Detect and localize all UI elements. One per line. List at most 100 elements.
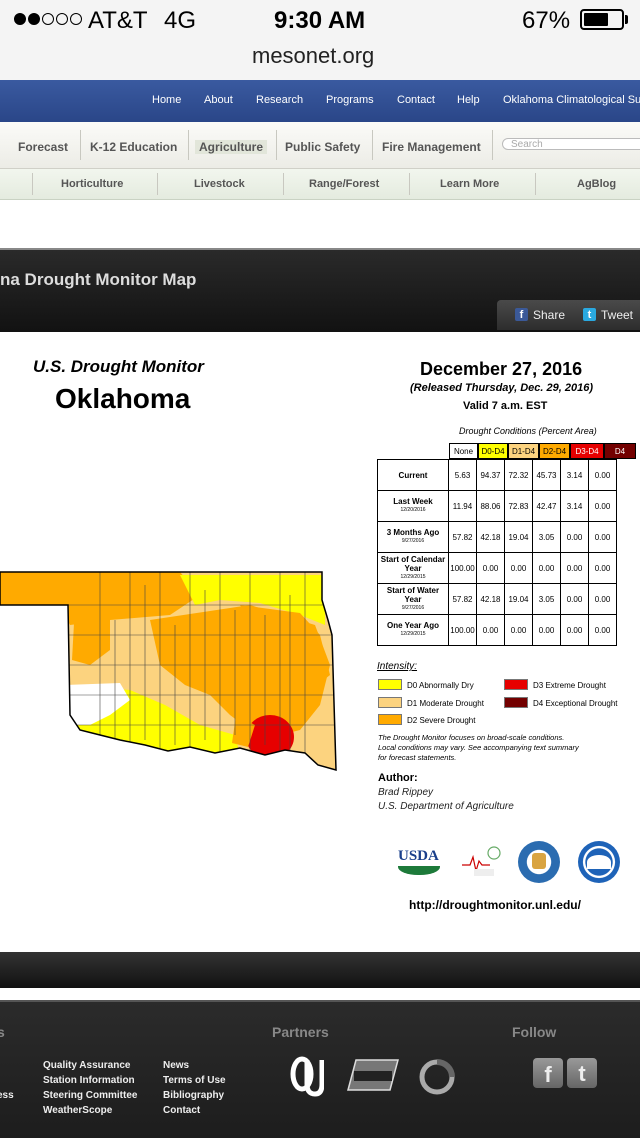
topnav-climatological-survey[interactable]: Oklahoma Climatological Su bbox=[503, 94, 640, 106]
table-cell: 3.05 bbox=[532, 521, 561, 553]
intensity-label: Intensity: bbox=[377, 661, 418, 672]
table-cell: 3.14 bbox=[560, 459, 589, 491]
note-line-3: for forecast statements. bbox=[378, 753, 457, 762]
mainnav-k12[interactable]: K-12 Education bbox=[90, 140, 178, 154]
table-cell: 45.73 bbox=[532, 459, 561, 491]
d2-region bbox=[232, 715, 255, 747]
footer-link-terms[interactable]: Terms of Use bbox=[163, 1075, 226, 1086]
topnav-contact[interactable]: Contact bbox=[397, 94, 435, 106]
legend-d4: D4 Exceptional Drought bbox=[533, 699, 618, 708]
subnav-learn-more[interactable]: Learn More bbox=[440, 178, 500, 190]
legend-swatch-d1 bbox=[378, 697, 402, 708]
legend-d0: D0 Abnormally Dry bbox=[407, 681, 474, 690]
legend-d2: D2 Severe Drought bbox=[407, 716, 476, 725]
ou-logo[interactable] bbox=[290, 1056, 324, 1100]
table-cell: 100.00 bbox=[448, 552, 477, 584]
tweet-button[interactable]: Tweet bbox=[601, 308, 634, 322]
row-date: 12/29/2015 bbox=[400, 631, 426, 637]
table-cell: 0.00 bbox=[588, 459, 617, 491]
table-cell: 0.00 bbox=[504, 614, 533, 646]
table-cell: 72.83 bbox=[504, 490, 533, 522]
table-cell: 0.00 bbox=[588, 490, 617, 522]
row-label: Start of Water Year 9/27/2016 bbox=[377, 583, 449, 615]
oklahoma-state-logo[interactable] bbox=[342, 1056, 400, 1096]
topnav-home[interactable]: Home bbox=[152, 94, 182, 106]
footer-link-station-information[interactable]: Station Information bbox=[43, 1075, 135, 1086]
table-row: One Year Ago 12/29/2015 100.00 0.00 0.00 0.00… bbox=[377, 614, 617, 646]
table-cell: 0.00 bbox=[560, 552, 589, 584]
table-cell: 0.00 bbox=[476, 614, 505, 646]
row-date: 12/20/2016 bbox=[400, 507, 426, 513]
signal-dot-icon bbox=[28, 13, 40, 25]
subnav-horticulture[interactable]: Horticulture bbox=[61, 178, 124, 190]
table-cell: 0.00 bbox=[588, 583, 617, 615]
legend-swatch-d0 bbox=[378, 679, 402, 690]
divider bbox=[535, 173, 536, 195]
topnav-help[interactable]: Help bbox=[457, 94, 480, 106]
battery-icon bbox=[580, 9, 624, 30]
row-label: Current bbox=[377, 459, 449, 491]
release-date: (Released Thursday, Dec. 29, 2016) bbox=[410, 382, 594, 394]
footer-link-weatherscope[interactable]: WeatherScope bbox=[43, 1105, 113, 1116]
partners-heading: Partners bbox=[272, 1024, 329, 1040]
d3-region bbox=[246, 715, 294, 759]
table-row: Start of Calendar Year 12/29/2015 100.00 0.… bbox=[377, 552, 617, 584]
table-cell: 0.00 bbox=[588, 552, 617, 584]
partner-swirl-logo[interactable] bbox=[418, 1058, 456, 1096]
table-cell: 3.14 bbox=[560, 490, 589, 522]
mainnav-agriculture[interactable]: Agriculture bbox=[195, 140, 268, 154]
footer-link-contact[interactable]: Contact bbox=[163, 1105, 201, 1116]
subnav-range-forest[interactable]: Range/Forest bbox=[309, 178, 380, 190]
subnav-agblog[interactable]: AgBlog bbox=[577, 178, 617, 190]
col-header-d0: D0-D4 bbox=[478, 443, 508, 459]
divider bbox=[32, 173, 33, 195]
table-cell: 0.00 bbox=[532, 552, 561, 584]
sub-nav: Horticulture Livestock Range/Forest Lear… bbox=[0, 169, 640, 200]
divider bbox=[283, 173, 284, 195]
subnav-livestock[interactable]: Livestock bbox=[194, 178, 245, 190]
legend-d3: D3 Extreme Drought bbox=[533, 681, 606, 690]
table-cell: 42.18 bbox=[476, 521, 505, 553]
footer-link-steering-committee[interactable]: Steering Committee bbox=[43, 1090, 138, 1101]
doc-seal-logo bbox=[518, 841, 560, 883]
col-header-d1: D1-D4 bbox=[508, 443, 539, 459]
share-button[interactable]: Share bbox=[533, 308, 566, 322]
row-label: Start of Calendar Year 12/29/2015 bbox=[377, 552, 449, 584]
footer: s Partners Follow ess Quality Assurance … bbox=[0, 1000, 640, 1138]
url-bar[interactable]: mesonet.org bbox=[252, 43, 375, 68]
facebook-icon: f bbox=[515, 308, 528, 321]
network-label: 4G bbox=[164, 7, 197, 34]
drought-monitor-url[interactable]: http://droughtmonitor.unl.edu/ bbox=[409, 898, 581, 912]
footer-link-partial[interactable]: ess bbox=[0, 1090, 14, 1101]
row-date: 9/27/2016 bbox=[401, 538, 425, 544]
footer-link-bibliography[interactable]: Bibliography bbox=[163, 1090, 225, 1101]
topnav-research[interactable]: Research bbox=[256, 94, 304, 106]
search-input[interactable]: Search bbox=[502, 138, 640, 150]
signal-dot-icon bbox=[70, 13, 82, 25]
row-date: 12/29/2015 bbox=[400, 573, 426, 580]
topnav-about[interactable]: About bbox=[204, 94, 233, 106]
footer-heading-partial: s bbox=[0, 1024, 5, 1040]
table-cell: 3.05 bbox=[532, 583, 561, 615]
footer-link-quality-assurance[interactable]: Quality Assurance bbox=[43, 1060, 131, 1071]
noaa-logo bbox=[578, 841, 620, 883]
twitter-follow-icon[interactable]: t bbox=[567, 1058, 597, 1088]
table-cell: 94.37 bbox=[476, 459, 505, 491]
row-label: 3 Months Ago 9/27/2016 bbox=[377, 521, 449, 553]
topnav-programs[interactable]: Programs bbox=[326, 94, 374, 106]
mainnav-fire-management[interactable]: Fire Management bbox=[382, 140, 481, 154]
table-cell: 19.04 bbox=[504, 521, 533, 553]
page-title: na Drought Monitor Map bbox=[0, 270, 197, 289]
mainnav-public-safety[interactable]: Public Safety bbox=[285, 140, 361, 154]
footer-link-news[interactable]: News bbox=[163, 1060, 190, 1071]
mainnav-forecast[interactable]: Forecast bbox=[18, 140, 69, 154]
table-cell: 42.18 bbox=[476, 583, 505, 615]
row-label-text: Last Week bbox=[393, 497, 433, 506]
table-cell: 19.04 bbox=[504, 583, 533, 615]
seal-eagle bbox=[532, 853, 546, 869]
facebook-follow-icon[interactable]: f bbox=[533, 1058, 563, 1088]
legend-d1: D1 Moderate Drought bbox=[407, 699, 484, 708]
map-date: December 27, 2016 bbox=[420, 359, 583, 379]
share-bar: f Share t Tweet bbox=[497, 300, 640, 330]
ndmc-logo bbox=[462, 846, 501, 876]
